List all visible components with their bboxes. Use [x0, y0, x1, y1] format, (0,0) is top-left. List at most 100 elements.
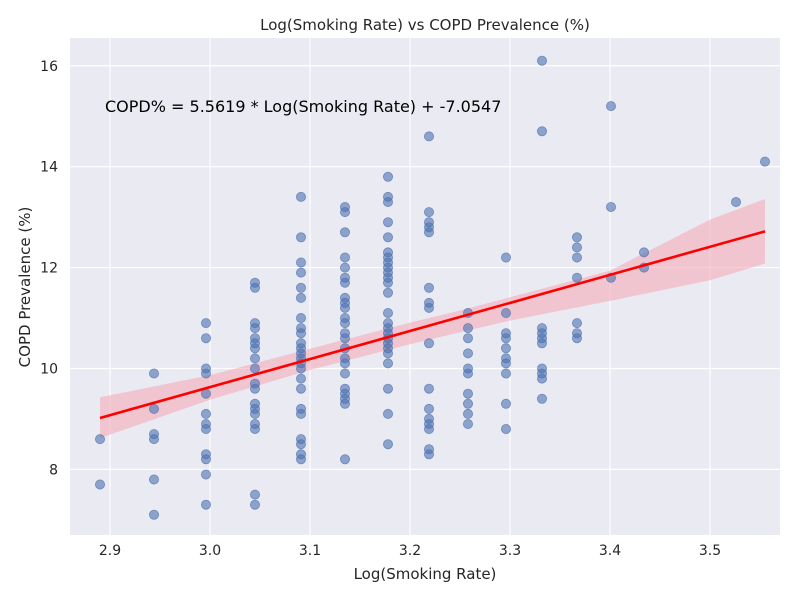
x-tick-label: 3.4: [599, 543, 621, 559]
data-point: [339, 201, 350, 212]
data-point: [537, 393, 548, 404]
data-point: [572, 252, 583, 263]
data-point: [462, 323, 473, 334]
data-point: [500, 353, 511, 364]
data-point: [295, 434, 306, 445]
y-tick-label: 16: [40, 59, 58, 75]
data-point: [760, 156, 771, 167]
data-point: [249, 499, 260, 510]
data-point: [423, 207, 434, 218]
data-point: [249, 378, 260, 389]
confidence-band: [100, 199, 765, 439]
data-point: [95, 479, 106, 490]
y-tick-label: 10: [40, 361, 58, 377]
data-point: [249, 353, 260, 364]
data-point: [572, 318, 583, 329]
x-tick-label: 2.9: [99, 543, 121, 559]
data-point: [295, 191, 306, 202]
data-point: [500, 343, 511, 354]
x-tick-label: 3.3: [499, 543, 521, 559]
data-point: [423, 217, 434, 228]
data-point: [382, 171, 393, 182]
data-point: [200, 363, 211, 374]
x-tick-label: 3.0: [199, 543, 221, 559]
data-point: [462, 388, 473, 399]
data-point: [200, 318, 211, 329]
data-point: [500, 307, 511, 318]
data-point: [295, 338, 306, 349]
data-point: [423, 297, 434, 308]
data-point: [639, 247, 650, 258]
data-point: [382, 307, 393, 318]
data-point: [423, 444, 434, 455]
data-point: [339, 272, 350, 283]
y-tick-label: 12: [40, 261, 58, 277]
data-point: [423, 131, 434, 142]
data-point: [382, 318, 393, 329]
data-point: [339, 227, 350, 238]
data-point: [462, 408, 473, 419]
data-point: [339, 252, 350, 263]
data-point: [382, 232, 393, 243]
chart-title: Log(Smoking Rate) vs COPD Prevalence (%): [260, 16, 590, 34]
data-point: [295, 312, 306, 323]
x-axis-label: Log(Smoking Rate): [354, 565, 497, 583]
data-point: [200, 499, 211, 510]
data-point: [339, 262, 350, 273]
data-point: [462, 363, 473, 374]
data-point: [200, 449, 211, 460]
x-tick-labels: 2.9 3.0 3.1 3.2 3.3 3.4 3.5: [99, 543, 721, 559]
confidence-band-layer: [100, 199, 765, 439]
data-point: [572, 328, 583, 339]
data-point: [572, 272, 583, 283]
data-point: [423, 413, 434, 424]
data-point: [295, 232, 306, 243]
data-point: [731, 196, 742, 207]
data-point: [382, 383, 393, 394]
data-point: [423, 383, 434, 394]
data-point: [537, 323, 548, 334]
data-point: [295, 257, 306, 268]
data-point: [382, 247, 393, 258]
y-tick-label: 14: [40, 160, 58, 176]
data-point: [462, 398, 473, 409]
data-point: [500, 368, 511, 379]
regression-line-layer: [99, 230, 766, 420]
x-tick-label: 3.2: [399, 543, 421, 559]
data-point: [249, 333, 260, 344]
y-tick-label: 8: [49, 462, 58, 478]
data-point: [295, 282, 306, 293]
data-point: [382, 439, 393, 450]
data-point: [462, 348, 473, 359]
data-point: [295, 383, 306, 394]
data-point: [339, 353, 350, 364]
data-point: [572, 242, 583, 253]
data-point: [200, 333, 211, 344]
data-point: [537, 55, 548, 66]
data-point: [382, 287, 393, 298]
data-point: [95, 434, 106, 445]
data-point: [500, 423, 511, 434]
data-point: [295, 403, 306, 414]
data-point: [148, 474, 159, 485]
data-point: [295, 373, 306, 384]
y-tick-labels: 8 10 12 14 16: [40, 59, 58, 479]
data-point: [339, 383, 350, 394]
data-point: [148, 403, 159, 414]
data-point: [249, 418, 260, 429]
data-point: [537, 363, 548, 374]
points-layer: [95, 55, 771, 520]
x-tick-label: 3.5: [699, 543, 721, 559]
data-point: [339, 312, 350, 323]
data-point: [295, 267, 306, 278]
regression-line: [99, 230, 766, 420]
data-point: [423, 282, 434, 293]
data-point: [148, 429, 159, 440]
data-point: [249, 489, 260, 500]
data-point: [606, 101, 617, 112]
data-point: [295, 449, 306, 460]
data-point: [382, 408, 393, 419]
data-point: [572, 232, 583, 243]
data-point: [500, 328, 511, 339]
